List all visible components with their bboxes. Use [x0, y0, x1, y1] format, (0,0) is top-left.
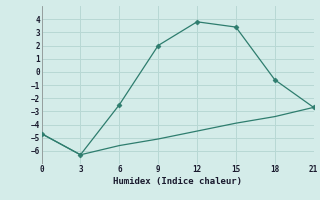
- X-axis label: Humidex (Indice chaleur): Humidex (Indice chaleur): [113, 177, 242, 186]
